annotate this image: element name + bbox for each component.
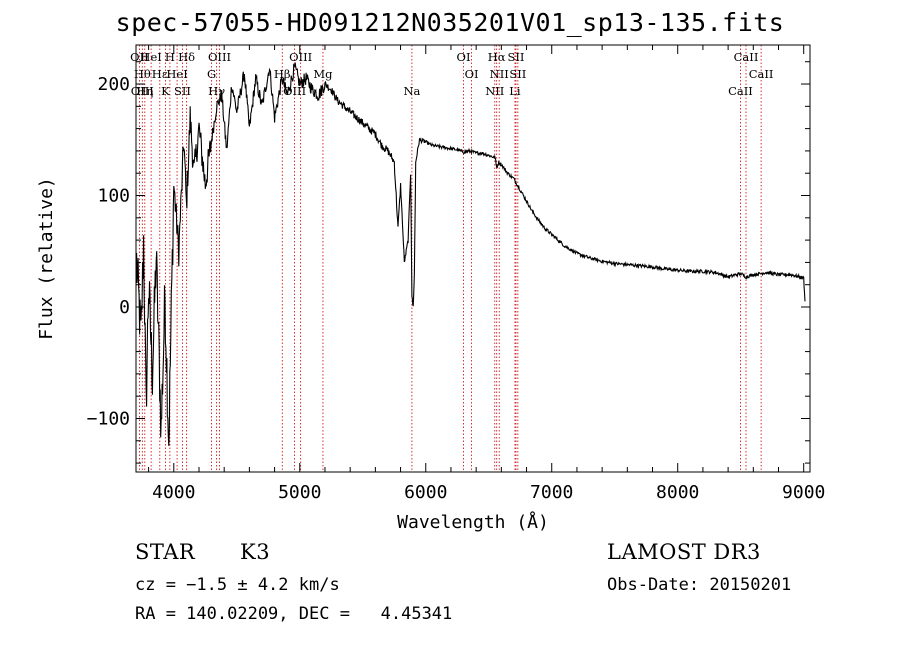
plot-frame	[135, 44, 811, 473]
survey-label: LAMOST DR3	[607, 540, 761, 564]
x-axis-ticks: 4000 5000 6000 7000 8000 9000	[148, 45, 825, 503]
line-label-21-0: Hα	[488, 50, 506, 64]
line-label-23-0: Li	[509, 84, 521, 98]
y-tick-label-0: −100	[87, 408, 130, 429]
chart-title: spec-57055-HD091212N035201V01_sp13-135.f…	[115, 8, 785, 37]
x-tick-label-0: 4000	[152, 482, 195, 503]
line-label-6-0: H	[165, 50, 175, 64]
x-axis-label: Wavelength (Å)	[397, 511, 549, 533]
line-label-15-0: OIII	[289, 50, 312, 64]
line-label-1-1: OIII	[131, 84, 154, 98]
line-label-24-0: SII	[507, 50, 524, 64]
line-label-0-0: OII	[130, 50, 149, 64]
spectrum-line	[136, 62, 806, 446]
line-label-7-0: HeI	[166, 67, 187, 81]
line-label-20-0: NII	[485, 84, 504, 98]
spectral-line-markers	[139, 45, 762, 472]
y-axis-ticks: −100 0 100 200	[87, 61, 810, 464]
x-tick-label-5: 9000	[782, 482, 825, 503]
line-label-10-0: G	[207, 67, 216, 81]
line-label-18-0: OI	[457, 50, 471, 64]
redshift-label: cz = −1.5 ± 4.2 km/s	[135, 575, 340, 595]
y-axis-label: Flux (relative)	[36, 177, 57, 340]
line-label-16-0: Mg	[313, 67, 333, 81]
line-label-11-0: Hγ	[208, 84, 225, 98]
spectral-line-labels: OIIHθOIIIHηHeIHεKHHeISIIHδGHγOIIIHβOIIIO…	[130, 50, 773, 98]
line-label-1-0: Hθ	[134, 67, 151, 81]
class-label: STAR	[135, 540, 196, 564]
x-tick-label-1: 5000	[278, 482, 321, 503]
x-tick-label-3: 7000	[530, 482, 573, 503]
line-label-9-0: Hδ	[178, 50, 195, 64]
line-label-13-0: Hβ	[274, 67, 291, 81]
obs-date-label: Obs-Date: 20150201	[607, 575, 792, 595]
line-label-22-0: NII	[490, 67, 509, 81]
y-tick-label-3: 200	[97, 74, 130, 95]
line-label-26-0: CaII	[728, 84, 753, 98]
x-tick-label-4: 8000	[656, 482, 699, 503]
line-label-5-0: K	[161, 84, 170, 98]
line-label-2-0: Hη	[136, 84, 153, 98]
line-label-27-0: CaII	[734, 50, 759, 64]
line-label-3-0: HeI	[140, 50, 161, 64]
line-label-12-0: OIII	[208, 50, 231, 64]
coordinates-label: RA = 140.02209, DEC = 4.45341	[135, 604, 453, 624]
line-label-4-0: Hε	[152, 67, 168, 81]
line-label-17-0: Na	[403, 84, 420, 98]
subclass-label: K3	[240, 540, 271, 564]
y-tick-label-1: 0	[119, 297, 130, 318]
line-label-25-0: SII	[509, 67, 526, 81]
y-tick-label-2: 100	[97, 186, 130, 207]
line-label-19-0: OI	[465, 67, 479, 81]
line-label-28-0: CaII	[749, 67, 774, 81]
x-tick-label-2: 6000	[404, 482, 447, 503]
line-label-8-0: SII	[174, 84, 191, 98]
